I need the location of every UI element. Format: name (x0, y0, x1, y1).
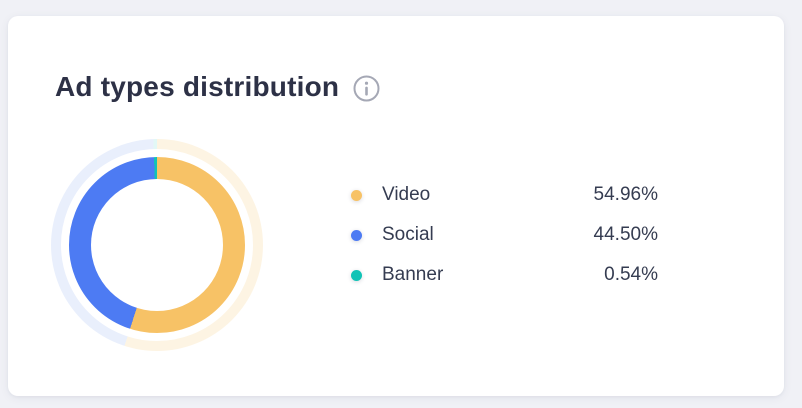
card-header: Ad types distribution (55, 71, 380, 103)
info-icon[interactable] (353, 75, 380, 102)
legend-item[interactable]: Video 54.96% (348, 175, 658, 215)
legend-label: Video (382, 184, 431, 205)
legend-item[interactable]: Banner 0.54% (348, 255, 658, 295)
legend-dot-icon (351, 189, 362, 201)
donut-hole (91, 179, 223, 311)
legend-value: 44.50% (593, 224, 658, 245)
legend-value: 54.96% (593, 184, 658, 205)
legend-label: Social (382, 224, 434, 245)
donut-chart (51, 139, 263, 351)
legend-item[interactable]: Social 44.50% (348, 215, 658, 255)
chart-legend: Video 54.96% Social 44.50% Banner 0.54% (348, 175, 658, 295)
legend-value: 0.54% (604, 264, 658, 285)
legend-dot-icon (351, 269, 362, 281)
card-title: Ad types distribution (55, 71, 340, 102)
ad-types-distribution-card: Ad types distribution Video 54.96% Socia… (8, 16, 784, 396)
legend-dot-icon (351, 229, 362, 241)
legend-label: Banner (382, 264, 444, 285)
